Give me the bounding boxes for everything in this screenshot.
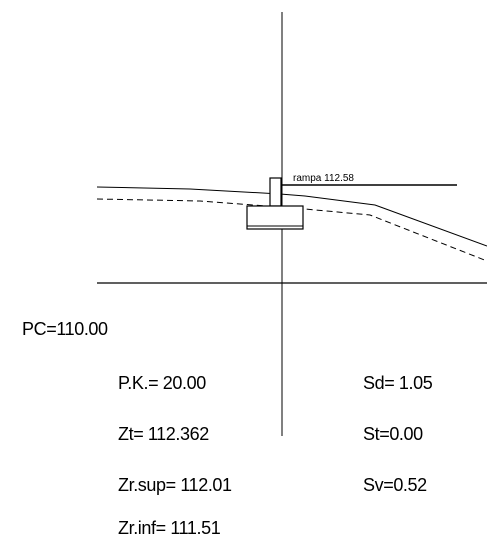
zr-sup-label: Zr.sup= 112.01 xyxy=(118,475,232,495)
zr-inf-label: Zr.inf= 111.51 xyxy=(118,518,221,538)
terrain-profile-line xyxy=(96,186,487,247)
zt-label: Zt= 112.362 xyxy=(118,424,209,444)
rampa-label: rampa 112.58 xyxy=(293,173,354,184)
st-label: St=0.00 xyxy=(363,424,423,444)
structure-footing xyxy=(246,205,304,230)
pk-label: P.K.= 20.00 xyxy=(118,373,206,393)
sv-label: Sv=0.52 xyxy=(363,475,427,495)
structure-stem xyxy=(269,177,282,207)
pc-label: PC=110.00 xyxy=(22,319,108,339)
sd-label: Sd= 1.05 xyxy=(363,373,433,393)
